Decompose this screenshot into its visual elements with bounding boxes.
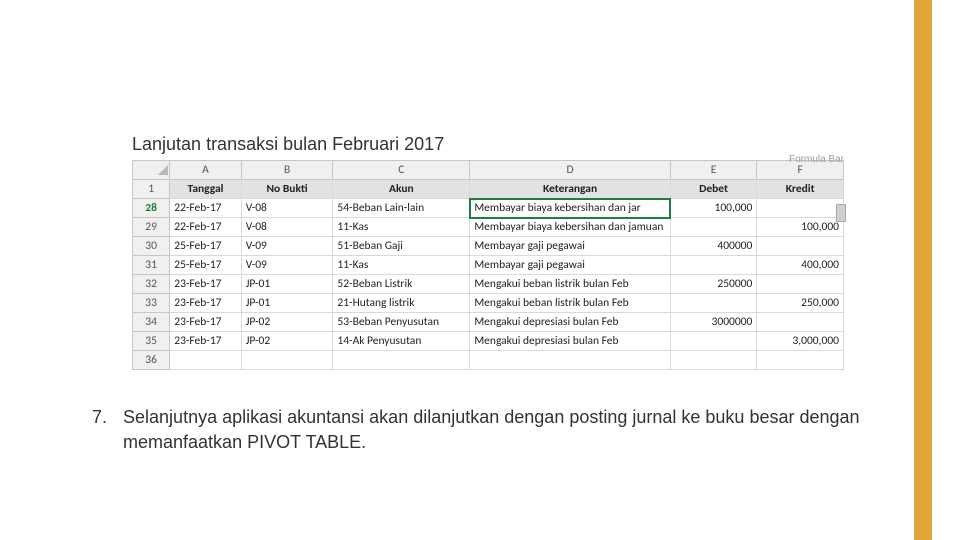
cell[interactable]: Membayar gaji pegawai bbox=[470, 256, 670, 275]
table-row: 3323-Feb-17JP-0121-Hutang listrikMengaku… bbox=[133, 294, 844, 313]
cell[interactable]: 25-Feb-17 bbox=[170, 237, 242, 256]
cell[interactable]: 14-Ak Penyusutan bbox=[333, 332, 470, 351]
cell[interactable]: 52-Beban Listrik bbox=[333, 275, 470, 294]
cell[interactable] bbox=[241, 351, 333, 370]
row-number[interactable]: 33 bbox=[133, 294, 170, 313]
cell[interactable]: 25-Feb-17 bbox=[170, 256, 242, 275]
cell[interactable]: 53-Beban Penyusutan bbox=[333, 313, 470, 332]
header-cell[interactable]: No Bukti bbox=[241, 180, 333, 199]
cell[interactable]: JP-01 bbox=[241, 275, 333, 294]
cell[interactable] bbox=[470, 351, 670, 370]
table-row: 2922-Feb-17V-0811-KasMembayar biaya kebe… bbox=[133, 218, 844, 237]
cell[interactable]: Mengakui depresiasi bulan Feb bbox=[470, 313, 670, 332]
table-row: 3223-Feb-17JP-0152-Beban ListrikMengakui… bbox=[133, 275, 844, 294]
cell[interactable]: Mengakui beban listrik bulan Feb bbox=[470, 275, 670, 294]
column-letters-row: ABCDEF bbox=[133, 161, 844, 180]
header-cell[interactable]: Tanggal bbox=[170, 180, 242, 199]
cell[interactable]: Mengakui beban listrik bulan Feb bbox=[470, 294, 670, 313]
cell[interactable]: 250,000 bbox=[757, 294, 844, 313]
cell[interactable]: Membayar gaji pegawai bbox=[470, 237, 670, 256]
cell[interactable]: Membayar biaya kebersihan dan jamuan bbox=[470, 218, 670, 237]
cell[interactable] bbox=[670, 294, 757, 313]
cell[interactable]: 3000000 bbox=[670, 313, 757, 332]
cell[interactable] bbox=[670, 256, 757, 275]
cell[interactable]: V-09 bbox=[241, 237, 333, 256]
header-cell[interactable]: Keterangan bbox=[470, 180, 670, 199]
cell[interactable] bbox=[170, 351, 242, 370]
header-cell[interactable]: Kredit bbox=[757, 180, 844, 199]
cell[interactable] bbox=[670, 332, 757, 351]
spreadsheet-table: ABCDEF 1TanggalNo BuktiAkunKeteranganDeb… bbox=[132, 160, 844, 370]
cell[interactable]: V-09 bbox=[241, 256, 333, 275]
cell[interactable] bbox=[670, 351, 757, 370]
row-number[interactable]: 36 bbox=[133, 351, 170, 370]
row-number[interactable]: 1 bbox=[133, 180, 170, 199]
cell[interactable]: 250000 bbox=[670, 275, 757, 294]
column-header-A[interactable]: A bbox=[170, 161, 242, 180]
header-cell[interactable]: Akun bbox=[333, 180, 470, 199]
cell[interactable]: V-08 bbox=[241, 218, 333, 237]
cell[interactable]: 100,000 bbox=[670, 199, 757, 218]
cell[interactable]: JP-02 bbox=[241, 313, 333, 332]
row-number[interactable]: 30 bbox=[133, 237, 170, 256]
cell[interactable] bbox=[670, 218, 757, 237]
cell[interactable]: Mengakui depresiasi bulan Feb bbox=[470, 332, 670, 351]
cell[interactable]: 3,000,000 bbox=[757, 332, 844, 351]
cell[interactable]: 23-Feb-17 bbox=[170, 332, 242, 351]
select-all-triangle-icon bbox=[158, 165, 168, 175]
accent-bar bbox=[914, 0, 932, 540]
cell[interactable]: 23-Feb-17 bbox=[170, 313, 242, 332]
row-number[interactable]: 28 bbox=[133, 199, 170, 218]
select-all-corner[interactable] bbox=[133, 161, 170, 180]
header-cell[interactable]: Debet bbox=[670, 180, 757, 199]
cell[interactable] bbox=[333, 351, 470, 370]
cell[interactable]: 11-Kas bbox=[333, 256, 470, 275]
cell[interactable]: JP-02 bbox=[241, 332, 333, 351]
table-row: 2822-Feb-17V-0854-Beban Lain-lainMembaya… bbox=[133, 199, 844, 218]
column-header-E[interactable]: E bbox=[670, 161, 757, 180]
footnote: 7. Selanjutnya aplikasi akuntansi akan d… bbox=[92, 405, 892, 455]
cell[interactable]: 400000 bbox=[670, 237, 757, 256]
table-row: 3423-Feb-17JP-0253-Beban PenyusutanMenga… bbox=[133, 313, 844, 332]
cell[interactable]: 400,000 bbox=[757, 256, 844, 275]
table-row: 3523-Feb-17JP-0214-Ak PenyusutanMengakui… bbox=[133, 332, 844, 351]
row-number[interactable]: 34 bbox=[133, 313, 170, 332]
row-number[interactable]: 29 bbox=[133, 218, 170, 237]
spreadsheet-screenshot: Formula Bar ABCDEF 1TanggalNo BuktiAkunK… bbox=[132, 160, 844, 370]
footnote-number: 7. bbox=[92, 405, 118, 430]
cell[interactable]: 22-Feb-17 bbox=[170, 199, 242, 218]
vertical-scroll-thumb[interactable] bbox=[836, 204, 846, 222]
slide-page: Lanjutan transaksi bulan Februari 2017 F… bbox=[0, 0, 960, 540]
formula-bar-label: Formula Bar bbox=[789, 154, 844, 165]
table-row: 3025-Feb-17V-0951-Beban GajiMembayar gaj… bbox=[133, 237, 844, 256]
row-number[interactable]: 32 bbox=[133, 275, 170, 294]
row-number[interactable]: 35 bbox=[133, 332, 170, 351]
cell[interactable] bbox=[757, 275, 844, 294]
slide-title: Lanjutan transaksi bulan Februari 2017 bbox=[132, 134, 444, 155]
cell[interactable]: 22-Feb-17 bbox=[170, 218, 242, 237]
table-row: 3125-Feb-17V-0911-KasMembayar gaji pegaw… bbox=[133, 256, 844, 275]
footnote-text: Selanjutnya aplikasi akuntansi akan dila… bbox=[123, 405, 883, 455]
cell[interactable]: 21-Hutang listrik bbox=[333, 294, 470, 313]
cell[interactable]: 11-Kas bbox=[333, 218, 470, 237]
cell[interactable]: 54-Beban Lain-lain bbox=[333, 199, 470, 218]
column-header-B[interactable]: B bbox=[241, 161, 333, 180]
cell[interactable]: Membayar biaya kebersihan dan jar bbox=[470, 199, 670, 218]
cell[interactable]: JP-01 bbox=[241, 294, 333, 313]
cell[interactable] bbox=[757, 199, 844, 218]
column-header-C[interactable]: C bbox=[333, 161, 470, 180]
cell[interactable] bbox=[757, 313, 844, 332]
row-number[interactable]: 31 bbox=[133, 256, 170, 275]
cell[interactable]: 100,000 bbox=[757, 218, 844, 237]
spreadsheet-body: 1TanggalNo BuktiAkunKeteranganDebetKredi… bbox=[133, 180, 844, 370]
cell[interactable]: 23-Feb-17 bbox=[170, 275, 242, 294]
table-row: 36 bbox=[133, 351, 844, 370]
cell[interactable]: 23-Feb-17 bbox=[170, 294, 242, 313]
table-header-row: 1TanggalNo BuktiAkunKeteranganDebetKredi… bbox=[133, 180, 844, 199]
cell[interactable] bbox=[757, 351, 844, 370]
column-header-D[interactable]: D bbox=[470, 161, 670, 180]
cell[interactable]: V-08 bbox=[241, 199, 333, 218]
cell[interactable]: 51-Beban Gaji bbox=[333, 237, 470, 256]
cell[interactable] bbox=[757, 237, 844, 256]
